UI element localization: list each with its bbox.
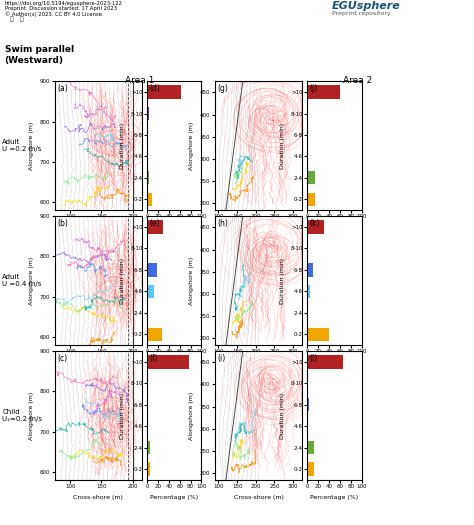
Y-axis label: Duration (min): Duration (min): [120, 123, 125, 169]
Y-axis label: Alongshore (m): Alongshore (m): [190, 257, 194, 304]
Bar: [147, 107, 148, 120]
Y-axis label: Duration (min): Duration (min): [280, 123, 285, 169]
X-axis label: Cross-shore (m): Cross-shore (m): [73, 360, 123, 365]
Text: © Author(s) 2023. CC BY 4.0 License.: © Author(s) 2023. CC BY 4.0 License.: [5, 12, 103, 17]
Y-axis label: Alongshore (m): Alongshore (m): [190, 122, 194, 170]
Y-axis label: Duration (min): Duration (min): [120, 393, 125, 438]
Text: Area 1: Area 1: [125, 76, 155, 85]
Bar: [147, 263, 157, 277]
Text: (l): (l): [310, 354, 318, 363]
Bar: [307, 193, 315, 206]
Bar: [307, 355, 343, 369]
Text: Child
U₂=0.2 m/s: Child U₂=0.2 m/s: [2, 409, 42, 422]
Text: Adult
U =0.2 m/s: Adult U =0.2 m/s: [2, 139, 42, 152]
Bar: [307, 263, 313, 277]
Text: (g): (g): [218, 84, 228, 93]
X-axis label: Percentage (%): Percentage (%): [150, 495, 198, 500]
Bar: [147, 285, 154, 298]
X-axis label: Cross-shore (m): Cross-shore (m): [73, 225, 123, 230]
Text: Swim parallel
(Westward): Swim parallel (Westward): [5, 45, 74, 65]
Text: (d): (d): [149, 84, 160, 93]
Text: (k): (k): [310, 219, 320, 228]
Bar: [307, 463, 314, 476]
Text: Preprint repository: Preprint repository: [332, 10, 391, 16]
X-axis label: Cross-shore (m): Cross-shore (m): [234, 225, 283, 230]
Bar: [307, 328, 329, 341]
Text: (e): (e): [149, 219, 160, 228]
Bar: [147, 220, 163, 234]
X-axis label: Percentage (%): Percentage (%): [310, 225, 358, 230]
Bar: [147, 463, 150, 476]
Text: Adult
U =0.4 m/s: Adult U =0.4 m/s: [2, 274, 42, 287]
Text: Ⓞ: Ⓞ: [20, 17, 24, 22]
Y-axis label: Alongshore (m): Alongshore (m): [29, 122, 34, 170]
Text: https://doi.org/10.5194/egusphere-2023-122: https://doi.org/10.5194/egusphere-2023-1…: [5, 1, 123, 6]
Text: (a): (a): [57, 84, 68, 93]
Text: (j): (j): [310, 84, 318, 93]
Text: (i): (i): [218, 354, 226, 363]
X-axis label: Percentage (%): Percentage (%): [310, 360, 358, 365]
FancyBboxPatch shape: [3, 13, 33, 26]
X-axis label: Cross-shore (m): Cross-shore (m): [234, 495, 283, 500]
Y-axis label: Duration (min): Duration (min): [280, 258, 285, 303]
Bar: [147, 328, 162, 341]
X-axis label: Percentage (%): Percentage (%): [150, 360, 198, 365]
X-axis label: Percentage (%): Percentage (%): [310, 495, 358, 500]
Text: Ⓒ: Ⓒ: [9, 17, 13, 22]
Bar: [307, 398, 309, 412]
Text: (b): (b): [57, 219, 68, 228]
Bar: [307, 220, 323, 234]
X-axis label: Cross-shore (m): Cross-shore (m): [234, 360, 283, 365]
X-axis label: Cross-shore (m): Cross-shore (m): [73, 495, 123, 500]
Bar: [147, 171, 149, 184]
Text: (f): (f): [149, 354, 158, 363]
Y-axis label: Alongshore (m): Alongshore (m): [29, 392, 34, 439]
Bar: [147, 355, 190, 369]
Text: (h): (h): [218, 219, 228, 228]
X-axis label: Percentage (%): Percentage (%): [150, 225, 198, 230]
Text: EGUsphere: EGUsphere: [332, 1, 401, 11]
Bar: [307, 171, 315, 184]
Bar: [147, 86, 181, 99]
Bar: [307, 86, 340, 99]
Text: Preprint. Discussion started: 17 April 2023: Preprint. Discussion started: 17 April 2…: [5, 6, 117, 12]
Bar: [307, 441, 314, 454]
Y-axis label: Duration (min): Duration (min): [280, 393, 285, 438]
Bar: [147, 193, 152, 206]
Bar: [307, 285, 310, 298]
Text: Area 2: Area 2: [343, 76, 373, 85]
Y-axis label: Alongshore (m): Alongshore (m): [190, 392, 194, 439]
Text: (c): (c): [57, 354, 67, 363]
Y-axis label: Duration (min): Duration (min): [120, 258, 125, 303]
Bar: [147, 441, 150, 454]
Y-axis label: Alongshore (m): Alongshore (m): [29, 257, 34, 304]
